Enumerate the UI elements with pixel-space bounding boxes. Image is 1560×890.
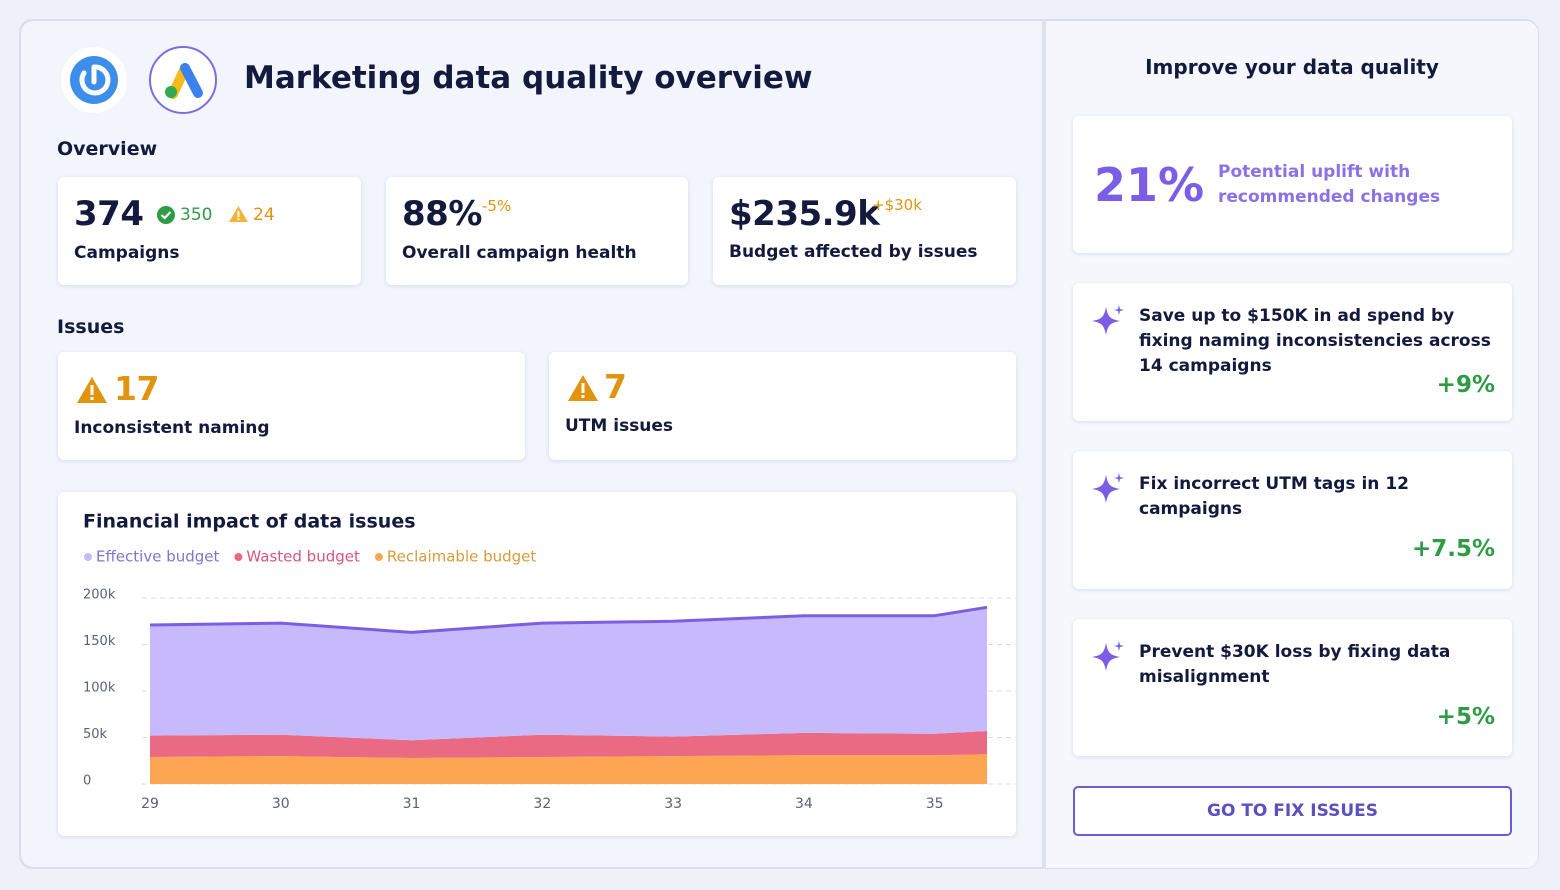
issue-label: UTM issues [565, 416, 674, 436]
x-tick-label: 30 [272, 796, 290, 812]
warn-icon [229, 206, 248, 222]
x-tick-label: 29 [141, 796, 159, 812]
recommendation-text: Prevent $30K loss by fixing data misalig… [1139, 642, 1451, 687]
area [150, 731, 987, 758]
recommendation-impact: +7.5% [1411, 536, 1495, 562]
stat-card: $235.9k +$30k Budget affected by issues [713, 177, 1016, 285]
logo-ads-green [165, 86, 177, 98]
logo-ads-blue [180, 63, 203, 98]
issue-card: 17 Inconsistent naming [58, 352, 525, 460]
recommendation-card: Prevent $30K loss by fixing data misalig… [1073, 619, 1512, 756]
stat-value: $235.9k [729, 194, 880, 234]
legend-label: Reclaimable budget [387, 548, 537, 566]
x-tick-label: 31 [403, 796, 421, 812]
sidebar-title: Improve your data quality [1145, 55, 1439, 79]
sparkle-icon [1092, 641, 1124, 671]
stat-label: Budget affected by issues [729, 242, 978, 262]
area [150, 607, 987, 741]
legend-dot [374, 553, 383, 561]
legend-label: Effective budget [96, 548, 220, 566]
y-tick-label: 150k [83, 634, 116, 649]
recommendation-impact: +9% [1436, 372, 1495, 398]
x-tick-label: 32 [533, 796, 551, 812]
legend-dot [234, 553, 243, 561]
stat-delta: -5% [482, 197, 512, 215]
section-heading: Overview [57, 138, 158, 160]
recommendation-card: Save up to $150K in ad spend by fixing n… [1073, 283, 1512, 421]
y-tick-label: 200k [83, 588, 116, 603]
legend-label: Wasted budget [246, 548, 360, 566]
x-tick-label: 35 [926, 796, 944, 812]
x-tick-label: 34 [795, 796, 813, 812]
y-tick-label: 50k [83, 727, 108, 742]
issue-card: 7 UTM issues [549, 352, 1016, 460]
warn-count: 24 [253, 205, 275, 225]
issue-count: 7 [604, 367, 627, 406]
recommendation-card: Fix incorrect UTM tags in 12 campaigns +… [1073, 451, 1512, 589]
recommendation-text: Save up to $150K in ad spend by fixing n… [1139, 306, 1491, 376]
area-top-line [149, 605, 988, 634]
uplift-value: 21% [1094, 158, 1205, 212]
panel-separator [1042, 20, 1046, 869]
page-title: Marketing data quality overview [244, 60, 813, 96]
stat-card: 88% -5% Overall campaign health [386, 177, 688, 285]
issue-label: Inconsistent naming [74, 418, 270, 438]
recommendation-text: Fix incorrect UTM tags in 12 campaigns [1139, 474, 1409, 519]
uplift-label: Potential uplift with recommended change… [1218, 162, 1441, 207]
stat-label: Campaigns [74, 243, 180, 263]
y-tick-label: 100k [83, 681, 116, 696]
sparkle-icon [1092, 305, 1124, 335]
fix-issues-button[interactable]: GO TO FIX ISSUES [1073, 786, 1512, 836]
section-heading: Issues [57, 316, 125, 338]
area [150, 754, 987, 784]
y-tick-label: 0 [83, 774, 91, 789]
stat-value: 88% [402, 194, 482, 234]
stat-delta: +$30k [872, 196, 922, 214]
logos [61, 46, 217, 114]
warn-icon [77, 377, 107, 403]
uplift-card: 21% Potential uplift with recommended ch… [1073, 116, 1512, 253]
ok-count: 350 [180, 205, 213, 225]
recommendation-impact: +5% [1436, 704, 1495, 730]
chart-title: Financial impact of data issues [83, 511, 416, 533]
warn-icon [568, 375, 598, 401]
sparkle-icon [1092, 473, 1124, 503]
x-tick-label: 33 [664, 796, 682, 812]
issue-count: 17 [114, 369, 159, 408]
legend-dot [84, 553, 92, 561]
stat-value: 374 [74, 194, 144, 234]
logo-power-arc [79, 64, 111, 96]
stat-label: Overall campaign health [402, 243, 637, 263]
ok-icon [157, 206, 175, 224]
stat-card: 374 350 24 Campaigns [58, 177, 361, 285]
